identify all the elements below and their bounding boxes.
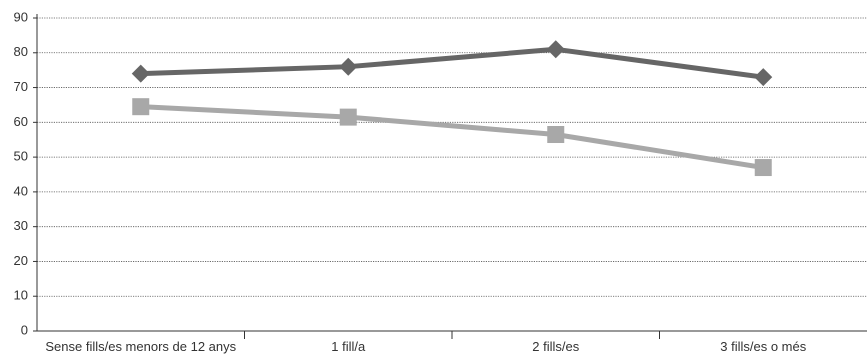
series-1-point <box>339 57 358 76</box>
x-category-label: Sense fills/es menors de 12 anys <box>45 339 236 354</box>
x-category-labels: Sense fills/es menors de 12 anys 1 fill/a… <box>45 339 806 354</box>
series-2 <box>132 98 772 177</box>
series-2-point <box>132 98 150 116</box>
series <box>131 40 773 177</box>
y-tick-label: 10 <box>14 288 28 303</box>
series-1-point <box>546 40 565 59</box>
series-1-point <box>131 64 150 83</box>
series-1-line <box>138 46 766 80</box>
axes <box>33 14 867 339</box>
y-tick-label: 90 <box>14 9 28 24</box>
y-tick-label: 80 <box>14 44 28 59</box>
series-2-point <box>547 126 565 144</box>
x-category-label: 1 fill/a <box>331 339 366 354</box>
y-tick-label: 40 <box>14 183 28 198</box>
gridlines <box>37 17 867 297</box>
series-1-point <box>754 68 773 87</box>
series-2-point <box>339 108 357 126</box>
y-tick-labels: 0 10 20 30 40 50 60 70 80 90 <box>14 9 28 337</box>
y-tick-label: 70 <box>14 79 28 94</box>
series-1 <box>131 40 773 87</box>
y-tick-label: 30 <box>14 218 28 233</box>
x-category-label: 2 fills/es <box>532 339 579 354</box>
series-2-line <box>138 104 766 171</box>
y-tick-label: 60 <box>14 114 28 129</box>
y-tick-label: 50 <box>14 149 28 164</box>
y-tick-label: 20 <box>14 253 28 268</box>
y-tick-label: 0 <box>21 322 28 337</box>
series-2-point <box>754 159 772 177</box>
x-category-label: 3 fills/es o més <box>720 339 806 354</box>
